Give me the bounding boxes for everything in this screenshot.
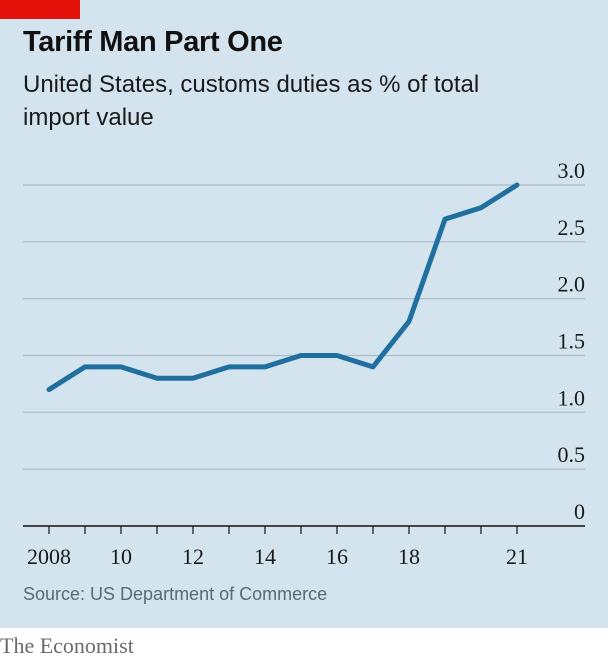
- x-tick-label: 16: [326, 544, 348, 569]
- y-tick-label: 0.5: [558, 442, 586, 467]
- brand-tag: [0, 0, 80, 19]
- economist-logo: The Economist: [0, 633, 134, 658]
- y-tick-label: 0: [574, 499, 585, 524]
- x-tick-label: 21: [506, 544, 528, 569]
- chart-subtitle: United States, customs duties as % of to…: [23, 71, 480, 131]
- x-tick-label: 14: [254, 544, 276, 569]
- y-tick-label: 2.0: [558, 272, 586, 297]
- y-tick-label: 1.5: [558, 329, 586, 354]
- x-tick-label: 12: [182, 544, 204, 569]
- y-tick-label: 2.5: [558, 215, 586, 240]
- chart-panel: [0, 0, 608, 628]
- x-tick-label: 18: [398, 544, 420, 569]
- series-line: [46, 182, 520, 393]
- x-tick-label: 10: [110, 544, 132, 569]
- y-tick-label: 3.0: [558, 158, 586, 183]
- source-note: Source: US Department of Commerce: [23, 584, 328, 604]
- y-tick-label: 1.0: [558, 385, 586, 410]
- chart-title: Tariff Man Part One: [23, 26, 283, 58]
- x-tick-label: 2008: [27, 544, 71, 569]
